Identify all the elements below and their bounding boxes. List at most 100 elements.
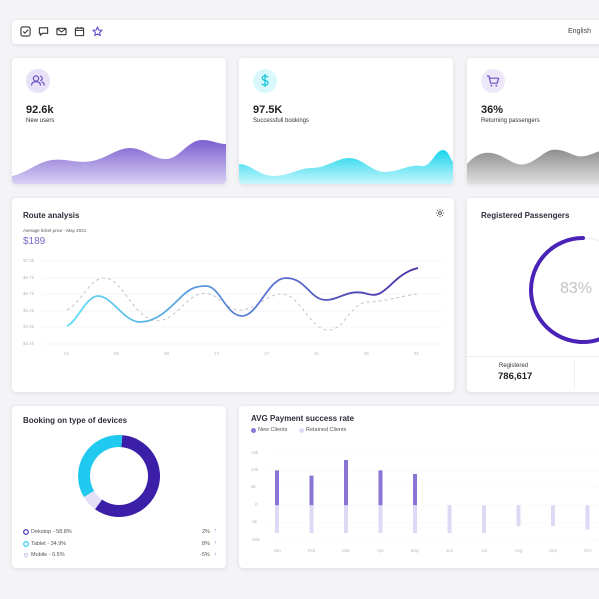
stat-value: 97.5K (253, 104, 283, 116)
y-tick: 15k (251, 450, 259, 455)
stat-value: 92.6k (26, 104, 54, 116)
bar-retained-oct (585, 505, 590, 530)
chat-icon[interactable] (38, 26, 49, 37)
y-tick: -5k (251, 519, 258, 524)
dollar-icon (261, 74, 269, 87)
arrow-up-icon: ↑ (214, 528, 217, 534)
toolbar-icons (20, 26, 103, 37)
bar-new-feb (309, 475, 314, 506)
devices-card: Booking on type of devices Dekstop - 58.… (12, 406, 226, 568)
bar-retained-sep (551, 505, 555, 527)
legend-marker (23, 529, 29, 535)
x-tick: 01 (64, 351, 70, 356)
stat-value: 36% (481, 104, 504, 116)
cart-icon-badge (481, 69, 505, 93)
stat-card-returning: 36% Returning passengers (467, 58, 599, 184)
payment-bar-chart: Jan Feb Mar Apr May Jun Jul Aug Sep Oct (269, 452, 599, 553)
donut-slice-mobile (83, 490, 103, 510)
x-tick-jul: Jul (481, 548, 487, 553)
y-tick: $4.4k (23, 341, 35, 346)
y-tick: $7.0k (23, 258, 35, 263)
legend-label-mobile: Mobile - 6.5% (31, 552, 65, 558)
devices-donut-chart (78, 435, 160, 517)
legend-retained-clients: Retained Clients (306, 427, 347, 433)
devices-title: Booking on type of devices (23, 416, 128, 425)
users-icon (30, 75, 45, 86)
registered-gauge (529, 236, 599, 344)
x-tick: 13 (214, 351, 220, 356)
users-icon-badge (26, 69, 50, 93)
cart-icon (487, 75, 500, 87)
returning-sparkline (467, 149, 599, 184)
language-selector[interactable]: English (568, 28, 591, 35)
route-price: $189 (23, 236, 46, 247)
registered-stat-label: Registered (499, 363, 529, 369)
bar-new-mar (344, 459, 348, 506)
series-dashed-line (66, 277, 419, 331)
x-tick: 17 (264, 351, 270, 356)
check-square-icon[interactable] (20, 26, 31, 37)
y-tick: 10k (251, 467, 259, 472)
y-tick: 5k (251, 484, 256, 489)
bar-retained-jan (275, 505, 279, 534)
dollar-icon-badge (253, 69, 277, 93)
calendar-icon[interactable] (74, 26, 85, 37)
legend-marker (23, 552, 29, 558)
bar-retained-jul (482, 505, 486, 534)
new-users-sparkline (12, 140, 226, 184)
change-tablet: 8% (202, 541, 210, 547)
x-tick: 09 (164, 351, 170, 356)
card-divider (467, 356, 599, 357)
x-tick-aug: Aug (514, 548, 523, 553)
stat-label: Returning passengers (481, 118, 540, 124)
bookings-sparkline (239, 150, 453, 184)
star-icon[interactable] (92, 26, 103, 37)
x-tick: 21 (314, 351, 320, 356)
x-tick: 25 (364, 351, 370, 356)
stat-card-bookings: 97.5K Successfull bookings (239, 58, 453, 184)
y-tick: -10k (251, 537, 260, 542)
x-tick-mar: Mar (342, 548, 350, 553)
donut-slice-dekstop (95, 435, 160, 517)
stat-label: New users (26, 118, 55, 124)
stat-label: Successfull bookings (253, 118, 310, 124)
donut-slice-tablet (78, 435, 123, 497)
x-tick: 05 (114, 351, 120, 356)
legend-label-tablet: Tablet - 34.9% (31, 541, 67, 547)
bar-new-may (413, 473, 417, 506)
bar-retained-feb (309, 505, 314, 534)
arrow-up-icon: ↑ (214, 540, 217, 546)
registered-stat-value: 786,617 (498, 371, 533, 382)
payment-title: AVG Payment success rate (251, 414, 355, 423)
x-tick-jan: Jan (273, 548, 281, 553)
route-title: Route analysis (23, 211, 80, 220)
change-mobile: -5% (200, 552, 210, 558)
mail-icon[interactable] (56, 26, 67, 37)
top-toolbar: English (12, 20, 599, 44)
legend-new-clients: New Clients (258, 427, 288, 433)
bar-retained-apr (378, 505, 383, 534)
x-tick-feb: Feb (308, 548, 316, 553)
y-tick: $4.9k (23, 324, 35, 329)
legend-marker (23, 541, 29, 547)
registered-title: Registered Passengers (481, 211, 570, 220)
gear-icon[interactable] (435, 208, 445, 218)
registered-percent: 83% (560, 280, 593, 297)
x-tick-oct: Oct (584, 548, 592, 553)
legend-dot-new (251, 428, 256, 433)
payment-card: AVG Payment success rate New Clients Ret… (239, 406, 599, 568)
arrow-down-icon: ↓ (214, 551, 217, 557)
y-tick: $6.7k (23, 275, 35, 280)
x-tick-apr: Apr (377, 548, 385, 553)
x-tick: 31 (414, 351, 420, 356)
legend-dot-retained (299, 428, 304, 433)
x-tick-may: May (411, 548, 420, 553)
route-subtitle: Average ticket price - May 2021 (23, 228, 87, 233)
route-line-chart (42, 260, 442, 345)
x-tick-sep: Sep (549, 548, 558, 553)
y-tick: 0 (255, 502, 258, 507)
bar-retained-aug (516, 505, 521, 527)
y-tick: $5.7k (23, 291, 35, 296)
gauge-progress-arc (529, 236, 599, 344)
x-tick-jun: Jun (446, 548, 454, 553)
